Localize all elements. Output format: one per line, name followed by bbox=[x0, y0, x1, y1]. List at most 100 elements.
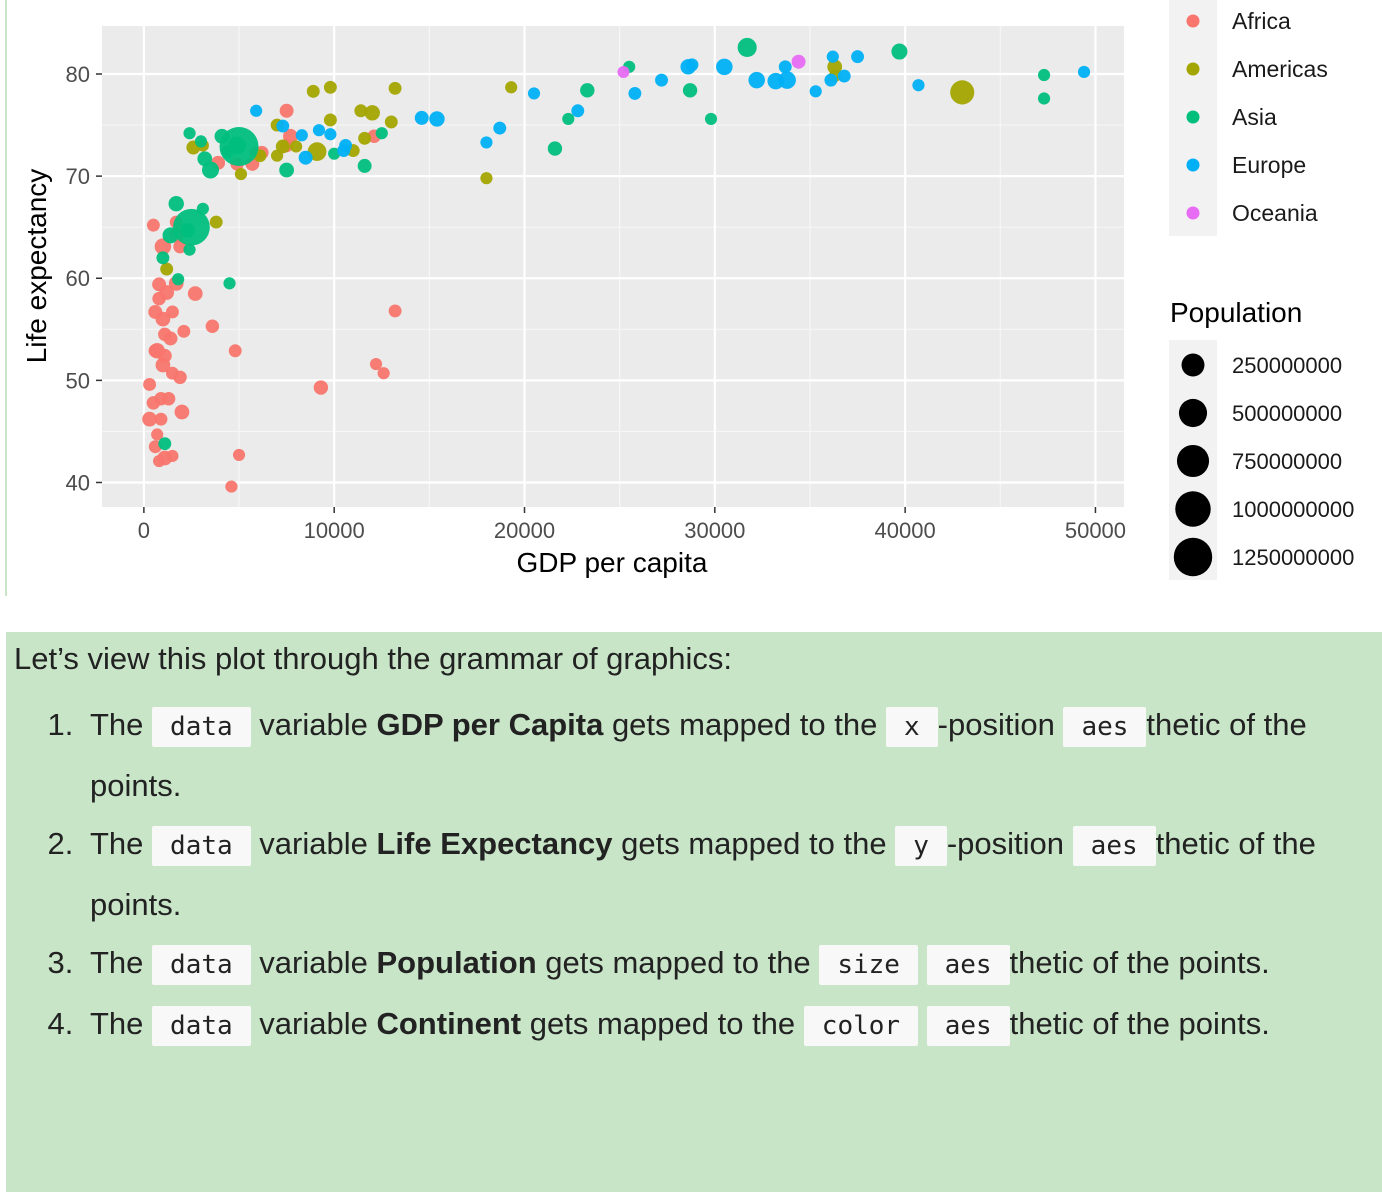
data-point bbox=[183, 243, 196, 256]
legend-key bbox=[1186, 158, 1200, 172]
data-point bbox=[655, 73, 668, 87]
data-point bbox=[571, 104, 585, 118]
legend-label: Asia bbox=[1232, 104, 1277, 130]
data-point bbox=[205, 319, 220, 333]
y-tick-label: 70 bbox=[66, 164, 90, 189]
data-point bbox=[187, 286, 203, 301]
size-legend-title: Population bbox=[1170, 297, 1302, 328]
list-item: The data variable Population gets mapped… bbox=[82, 934, 1382, 995]
data-point bbox=[364, 105, 380, 121]
data-point bbox=[358, 131, 372, 145]
data-point bbox=[891, 43, 908, 60]
y-tick-label: 60 bbox=[66, 266, 90, 291]
legend-label: Americas bbox=[1232, 56, 1328, 82]
variable-name: Population bbox=[376, 945, 537, 980]
data-point bbox=[313, 380, 329, 395]
list-item: The data variable GDP per Capita gets ma… bbox=[82, 696, 1382, 815]
data-point bbox=[369, 357, 383, 371]
data-point bbox=[1077, 65, 1091, 79]
legend-label: Africa bbox=[1232, 8, 1291, 34]
data-point bbox=[174, 404, 190, 420]
x-tick-label: 0 bbox=[138, 518, 150, 543]
data-point bbox=[580, 83, 595, 98]
mapping-list: The data variable GDP per Capita gets ma… bbox=[14, 696, 1382, 1055]
data-point bbox=[826, 50, 839, 63]
x-tick-label: 30000 bbox=[684, 518, 745, 543]
data-point bbox=[480, 172, 493, 185]
legend-size-label: 750000000 bbox=[1232, 449, 1342, 474]
data-point bbox=[748, 71, 765, 89]
data-point bbox=[384, 115, 398, 129]
legend-key bbox=[1186, 62, 1200, 76]
code-aes-target: size bbox=[819, 945, 918, 985]
data-point bbox=[1037, 68, 1051, 82]
data-point bbox=[837, 69, 851, 83]
data-point bbox=[279, 103, 294, 118]
code-aes: aes bbox=[926, 945, 1010, 985]
data-point bbox=[778, 60, 792, 74]
data-point bbox=[791, 54, 806, 69]
data-point bbox=[339, 139, 353, 152]
data-point bbox=[480, 136, 493, 149]
code-data: data bbox=[152, 1005, 251, 1046]
data-point bbox=[158, 327, 172, 342]
data-point bbox=[152, 277, 167, 292]
data-point bbox=[547, 141, 563, 156]
data-point bbox=[767, 72, 784, 90]
data-point bbox=[298, 150, 313, 165]
data-point bbox=[685, 58, 699, 72]
data-point bbox=[234, 167, 248, 181]
scatter-figure: 0 10000 20000 30000 40000 50000 40 50 60 70 80 GDP … bbox=[5, 0, 1354, 596]
data-point bbox=[250, 104, 263, 117]
data-point bbox=[172, 273, 185, 286]
list-item: The data variable Life Expectancy gets m… bbox=[82, 815, 1382, 934]
code-aes: aes bbox=[1063, 707, 1147, 747]
data-point bbox=[527, 87, 541, 100]
data-point bbox=[628, 86, 642, 100]
data-point bbox=[148, 304, 163, 319]
legend-size-key bbox=[1173, 537, 1213, 577]
legend-size-label: 500000000 bbox=[1232, 401, 1342, 426]
x-axis-title: GDP per capita bbox=[517, 547, 708, 578]
legend-label: Oceania bbox=[1232, 200, 1318, 226]
y-tick-label: 80 bbox=[66, 62, 90, 87]
data-point bbox=[912, 79, 925, 92]
data-point bbox=[809, 85, 822, 98]
data-point bbox=[160, 262, 174, 276]
x-tick-label: 40000 bbox=[875, 518, 936, 543]
data-point bbox=[221, 145, 235, 159]
legend-size-key bbox=[1175, 491, 1211, 527]
y-axis-title: Life expectancy bbox=[21, 169, 52, 364]
data-point bbox=[306, 84, 320, 98]
data-point bbox=[279, 162, 294, 178]
legend-size-label: 250000000 bbox=[1232, 353, 1342, 378]
code-data: data bbox=[152, 826, 251, 866]
list-item: The data variable Continent gets mapped … bbox=[82, 995, 1382, 1056]
data-point bbox=[196, 202, 209, 215]
data-point bbox=[323, 113, 337, 127]
data-point bbox=[142, 411, 157, 427]
data-point bbox=[194, 135, 208, 148]
data-point bbox=[737, 37, 757, 57]
legend-size-label: 1250000000 bbox=[1232, 545, 1354, 570]
legend-label: Europe bbox=[1232, 152, 1306, 178]
data-point bbox=[180, 223, 195, 238]
data-point bbox=[704, 112, 718, 126]
data-point bbox=[151, 428, 164, 441]
data-point bbox=[276, 119, 290, 133]
data-point bbox=[165, 366, 179, 380]
data-point bbox=[223, 277, 236, 290]
callout-intro: Let’s view this plot through the grammar… bbox=[14, 641, 732, 676]
data-point bbox=[682, 83, 698, 98]
grammar-callout: Let’s view this plot through the grammar… bbox=[6, 632, 1382, 1192]
data-point bbox=[225, 480, 238, 493]
code-data: data bbox=[152, 945, 251, 985]
data-point bbox=[377, 367, 390, 380]
data-point bbox=[158, 437, 172, 451]
code-aes-target: y bbox=[895, 826, 947, 866]
data-point bbox=[562, 112, 575, 126]
code-aes: aes bbox=[926, 1005, 1010, 1046]
data-point bbox=[154, 412, 168, 426]
data-point bbox=[275, 139, 290, 154]
data-point bbox=[283, 128, 298, 144]
